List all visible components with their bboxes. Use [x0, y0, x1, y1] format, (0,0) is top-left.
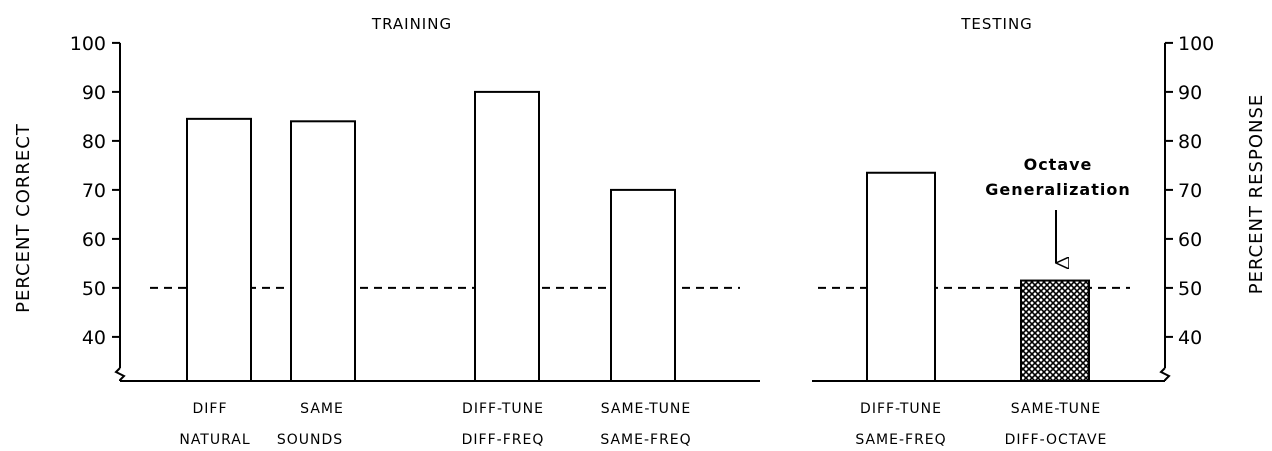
bar [186, 117, 252, 382]
category-label: SAME [300, 401, 344, 417]
category-label: DIFF-OCTAVE [1005, 432, 1108, 448]
left-y-axis-break [114, 367, 126, 381]
category-label: SAME-FREQ [855, 432, 946, 448]
group-label: NATURAL [179, 432, 250, 448]
right-y-tick-label: 100 [1178, 33, 1214, 55]
y-axis-title-left: PERCENT CORRECT [13, 123, 34, 313]
annotation-line-2: Generalization [985, 180, 1131, 199]
panel-title-training: TRAINING [371, 15, 452, 33]
right-y-tick-label: 80 [1178, 131, 1202, 153]
left-y-tick-label: 100 [70, 33, 106, 55]
category-label: DIFF-FREQ [462, 432, 545, 448]
bars-layer [186, 90, 1090, 383]
panel-title-testing: TESTING [960, 15, 1033, 33]
group-label: SOUNDS [277, 432, 343, 448]
right-y-tick-label: 70 [1178, 180, 1202, 202]
left-y-tick-label: 60 [82, 229, 106, 251]
y-axis-title-right: PERCENT RESPONSE [1246, 94, 1267, 295]
right-y-tick-label: 50 [1178, 278, 1202, 300]
left-y-tick-label: 90 [82, 82, 106, 104]
bar [474, 90, 540, 383]
bar [290, 120, 356, 383]
category-label: SAME-TUNE [601, 401, 692, 417]
bar [1020, 279, 1090, 382]
left-y-tick-label: 70 [82, 180, 106, 202]
annotation-line-1: Octave [1024, 155, 1093, 174]
right-y-axis-break [1159, 367, 1171, 381]
category-label: DIFF [192, 401, 227, 417]
category-label: SAME-FREQ [600, 432, 691, 448]
category-labels-layer: DIFF SAME DIFF-TUNE DIFF-FREQ SAME-TUNE SAME-… [179, 401, 1108, 448]
left-y-tick-label: 80 [82, 131, 106, 153]
category-label: DIFF-TUNE [860, 401, 942, 417]
bar [610, 188, 676, 382]
left-y-tick-label: 40 [82, 327, 106, 349]
right-y-tick-label: 90 [1178, 82, 1202, 104]
right-y-tick-label: 60 [1178, 229, 1202, 251]
bar [866, 171, 936, 382]
category-label: SAME-TUNE [1011, 401, 1102, 417]
left-y-tick-label: 50 [82, 278, 106, 300]
right-y-tick-label: 40 [1178, 327, 1202, 349]
category-label: DIFF-TUNE [462, 401, 544, 417]
